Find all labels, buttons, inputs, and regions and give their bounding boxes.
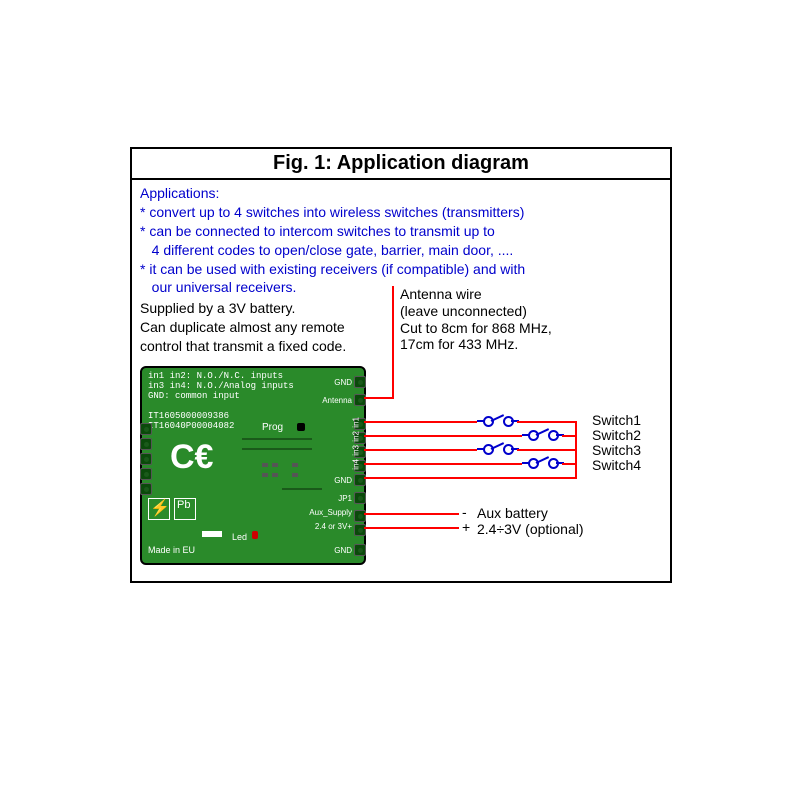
- wire-sw3-r: [517, 449, 577, 451]
- pcb-s2: IT16040P00004082: [148, 422, 234, 432]
- wire-in1: [364, 421, 477, 423]
- switch-2: [522, 428, 560, 442]
- gnd-bus-h: [364, 477, 577, 479]
- pad-gnd2: [354, 474, 366, 486]
- pad-gnd3: [354, 544, 366, 556]
- smd-5: [292, 463, 298, 467]
- pad-ant: [354, 394, 366, 406]
- smd-4: [272, 473, 278, 477]
- apps-l2: * can be connected to intercom switches …: [140, 223, 495, 239]
- wire-in2: [364, 435, 522, 437]
- switch-1: [477, 414, 515, 428]
- lbl-gnd2: GND: [334, 476, 352, 485]
- applications-text: Applications: * convert up to 4 switches…: [132, 180, 670, 297]
- figure-title: Fig. 1: Application diagram: [132, 149, 670, 180]
- diagram-frame: Fig. 1: Application diagram Applications…: [130, 147, 672, 583]
- left-pad-5: [140, 483, 152, 495]
- ce-mark: C€: [170, 438, 213, 477]
- smd-2: [272, 463, 278, 467]
- antenna-text: Antenna wire (leave unconnected) Cut to …: [400, 286, 552, 353]
- sw2-label: Switch2: [592, 427, 641, 443]
- pad-jp1: [354, 492, 366, 504]
- white-bar: [202, 531, 222, 537]
- antenna-wire-h: [364, 397, 394, 399]
- bat-minus: -: [462, 504, 467, 520]
- ant-l3: Cut to 8cm for 868 MHz,: [400, 320, 552, 336]
- ant-l4: 17cm for 433 MHz.: [400, 336, 518, 352]
- bat-l1: Aux battery: [477, 505, 548, 521]
- lbl-aux2: 2.4 or 3V+: [315, 522, 352, 531]
- lbl-gnd3: GND: [334, 546, 352, 555]
- sup-l3: control that transmit a fixed code.: [140, 338, 346, 354]
- smd-3: [262, 473, 268, 477]
- wire-sw1-r: [517, 421, 577, 423]
- recycle-symbol: ⚡: [150, 498, 170, 518]
- lbl-aux1: Aux_Supply: [309, 508, 352, 517]
- antenna-wire-v: [392, 286, 394, 369]
- apps-l1: * convert up to 4 switches into wireless…: [140, 204, 524, 220]
- sw1-label: Switch1: [592, 412, 641, 428]
- lbl-in3: in3: [352, 445, 361, 456]
- sup-l2: Can duplicate almost any remote: [140, 319, 345, 335]
- ant-l1: Antenna wire: [400, 286, 482, 302]
- bat-l2: 2.4÷3V (optional): [477, 521, 584, 537]
- sw3-label: Switch3: [592, 442, 641, 458]
- pcb-led: Led: [232, 533, 247, 543]
- lbl-in1: in1: [352, 417, 361, 428]
- wire-bat-plus: [364, 527, 459, 529]
- lbl-jp1: JP1: [338, 494, 352, 503]
- pcb-board: in1 in2: N.O./N.C. inputs in3 in4: N.O./…: [140, 366, 366, 565]
- trace-2: [242, 448, 312, 450]
- left-pad-1: [140, 423, 152, 435]
- left-pad-4: [140, 468, 152, 480]
- apps-l3: 4 different codes to open/close gate, ba…: [140, 242, 513, 258]
- bat-plus: +: [462, 519, 470, 535]
- left-pad-3: [140, 453, 152, 465]
- smd-6: [292, 473, 298, 477]
- pad-gnd1: [354, 376, 366, 388]
- led-component: [252, 531, 258, 539]
- pad-aux1: [354, 510, 366, 522]
- antenna-wire-v2: [392, 369, 394, 399]
- sw4-label: Switch4: [592, 457, 641, 473]
- lbl-gnd1: GND: [334, 378, 352, 387]
- gnd-bus-v: [575, 421, 577, 478]
- apps-l4: * it can be used with existing receivers…: [140, 261, 525, 277]
- pcb-h3: GND: common input: [148, 392, 240, 402]
- trace-3: [282, 488, 322, 490]
- lbl-in4: in4: [352, 459, 361, 470]
- trace-1: [242, 438, 312, 440]
- left-pad-2: [140, 438, 152, 450]
- ant-l2: (leave unconnected): [400, 303, 527, 319]
- pad-aux2: [354, 524, 366, 536]
- lbl-in2: in2: [352, 431, 361, 442]
- wire-in3: [364, 449, 477, 451]
- apps-l5: our universal receivers.: [140, 279, 296, 295]
- diagram-area: in1 in2: N.O./N.C. inputs in3 in4: N.O./…: [132, 356, 670, 586]
- smd-1: [262, 463, 268, 467]
- apps-header: Applications:: [140, 185, 219, 201]
- prog-button: [297, 423, 305, 431]
- pcb-made: Made in EU: [148, 546, 195, 556]
- pcb-prog: Prog: [262, 422, 283, 433]
- wire-bat-minus: [364, 513, 459, 515]
- pb-symbol: Pb: [177, 499, 190, 511]
- lbl-ant: Antenna: [322, 396, 352, 405]
- switch-4: [522, 456, 560, 470]
- wire-in4: [364, 463, 522, 465]
- switch-3: [477, 442, 515, 456]
- sup-l1: Supplied by a 3V battery.: [140, 300, 295, 316]
